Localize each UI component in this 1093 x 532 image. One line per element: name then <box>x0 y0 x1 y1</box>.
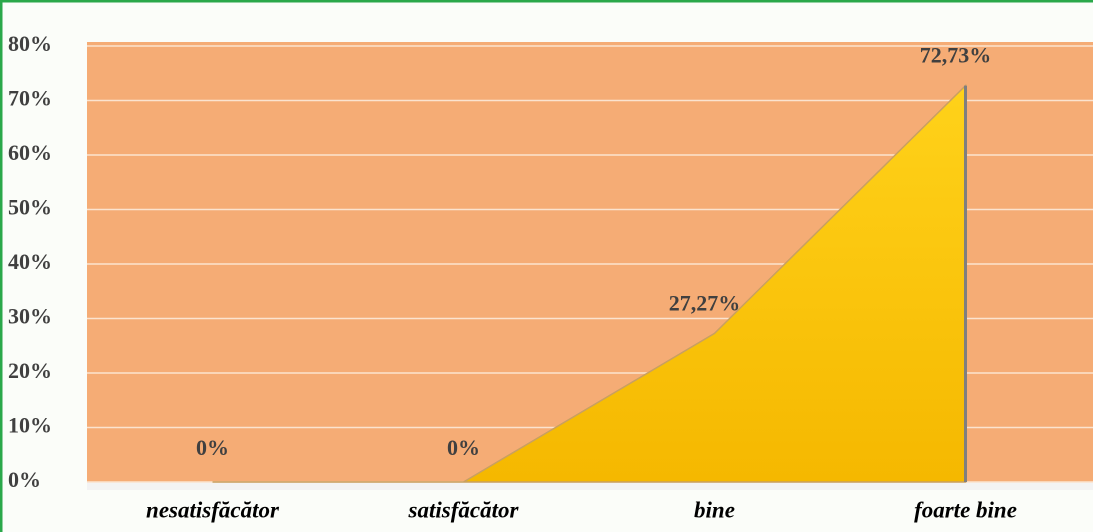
data-label: 27,27% <box>669 290 741 315</box>
y-tick-label: 30% <box>8 304 52 329</box>
y-tick-label: 20% <box>8 358 52 383</box>
y-tick-label: 70% <box>8 86 52 111</box>
y-tick-label: 80% <box>8 31 52 56</box>
data-label: 72,73% <box>920 43 992 68</box>
x-tick-label: satisfăcător <box>408 497 520 522</box>
x-tick-label: nesatisfăcător <box>146 497 280 522</box>
data-label: 0% <box>196 435 229 460</box>
x-tick-label: foarte bine <box>914 497 1017 522</box>
area <box>212 83 967 483</box>
y-tick-label: 10% <box>8 413 52 438</box>
data-label: 0% <box>447 435 480 460</box>
y-tick-label: 60% <box>8 140 52 165</box>
y-tick-label: 40% <box>8 249 52 274</box>
floor <box>87 482 1093 490</box>
x-tick-label: bine <box>694 497 735 522</box>
y-tick-label: 50% <box>8 195 52 220</box>
y-tick-label: 0% <box>8 467 41 492</box>
